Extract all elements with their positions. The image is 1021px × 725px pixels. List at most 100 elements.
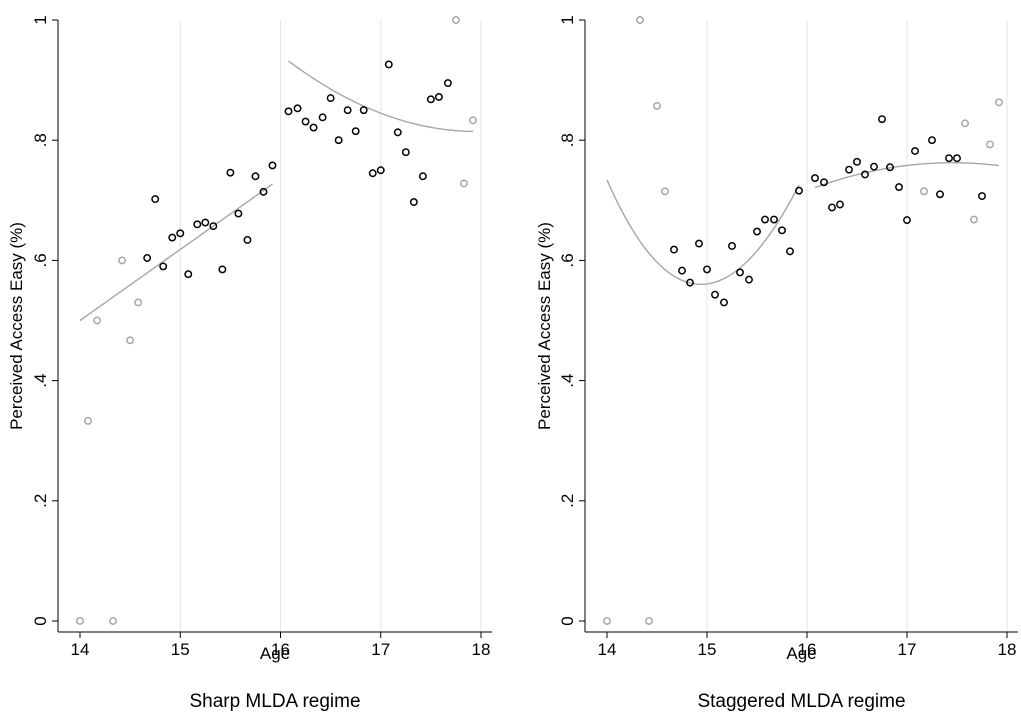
- data-point: [234, 209, 243, 218]
- x-tick-label: 15: [171, 640, 190, 659]
- data-point: [878, 115, 886, 124]
- data-point: [686, 278, 694, 287]
- x-tick-label: 16: [271, 640, 290, 659]
- x-tick-label: 16: [798, 640, 817, 659]
- y-tick-label: .6: [558, 253, 577, 267]
- data-point-outside: [995, 98, 1003, 107]
- x-tick-label: 14: [71, 640, 90, 659]
- x-tick-label: 17: [898, 640, 917, 659]
- data-point: [811, 174, 819, 183]
- data-point-outside: [84, 416, 92, 425]
- x-tick-label: 14: [598, 640, 617, 659]
- data-point: [761, 215, 769, 224]
- data-point: [243, 236, 252, 244]
- y-tick-label: .4: [558, 374, 577, 388]
- data-point-outside: [118, 256, 127, 265]
- data-point: [151, 195, 160, 204]
- data-point: [745, 275, 753, 284]
- data-point: [945, 154, 953, 163]
- data-point-outside: [636, 16, 644, 24]
- y-tick-label: 1: [31, 15, 50, 24]
- data-point: [393, 128, 402, 137]
- data-point: [870, 162, 878, 171]
- data-point: [720, 298, 728, 307]
- data-point: [318, 113, 327, 122]
- data-point: [376, 166, 385, 175]
- data-point: [384, 60, 393, 69]
- data-point: [443, 79, 452, 88]
- data-point: [795, 186, 803, 195]
- data-point: [836, 200, 844, 209]
- data-point: [326, 94, 335, 103]
- data-point-outside: [460, 179, 468, 188]
- data-point: [301, 117, 310, 126]
- data-point: [259, 187, 268, 196]
- data-point: [251, 172, 260, 181]
- panel-1: 0 .2 .4 .6 .8 1 14 15 16 17 18 Age Perceived Access …: [7, 15, 492, 712]
- x-tick-label: 18: [998, 640, 1017, 659]
- y-tick-label: 0: [31, 616, 50, 625]
- data-point: [218, 265, 227, 274]
- data-point: [309, 123, 318, 132]
- data-point: [143, 254, 152, 262]
- data-point: [293, 104, 302, 113]
- data-point: [209, 222, 218, 231]
- data-point-outside: [986, 140, 994, 149]
- data-point-outside: [920, 187, 928, 196]
- data-point-outside: [970, 215, 978, 224]
- data-point: [845, 165, 853, 174]
- panel-caption: Staggered MLDA regime: [697, 691, 905, 712]
- data-point: [670, 245, 678, 254]
- data-point: [711, 290, 719, 299]
- data-point-outside: [109, 617, 118, 625]
- data-point: [895, 183, 903, 192]
- y-tick-label: 1: [558, 15, 577, 24]
- data-point: [193, 220, 202, 229]
- data-point-outside: [661, 187, 669, 196]
- y-axis-title: Perceived Access Easy (%): [535, 222, 554, 430]
- data-point-outside: [451, 16, 460, 24]
- data-point: [753, 227, 761, 236]
- data-point-outside: [126, 336, 135, 345]
- data-point: [201, 218, 210, 227]
- x-tick-label: 15: [698, 640, 717, 659]
- data-point: [936, 190, 944, 199]
- x-axis-title: Age: [786, 644, 816, 663]
- y-tick-label: .8: [558, 133, 577, 147]
- data-point: [695, 239, 703, 248]
- data-point: [886, 163, 894, 172]
- data-point: [978, 192, 986, 201]
- y-axis-title: Perceived Access Easy (%): [7, 222, 26, 430]
- data-point: [770, 215, 778, 224]
- data-point: [928, 136, 936, 145]
- data-point-outside: [76, 617, 84, 625]
- data-point: [334, 136, 343, 145]
- data-point: [828, 203, 836, 212]
- data-point: [778, 226, 786, 235]
- data-point: [820, 178, 828, 187]
- data-point: [159, 262, 168, 271]
- data-point: [343, 106, 352, 115]
- data-point: [226, 168, 235, 177]
- fit-line: [288, 60, 473, 133]
- data-point: [176, 229, 185, 238]
- y-tick-label: .2: [558, 494, 577, 508]
- data-point: [728, 242, 736, 250]
- x-tick-label: 17: [371, 640, 390, 659]
- data-point-outside: [653, 101, 661, 110]
- data-point: [184, 270, 193, 279]
- data-point: [359, 106, 368, 115]
- data-point: [853, 157, 861, 166]
- panel-2: 0 .2 .4 .6 .8 1 14 15 16 17 18 Age Perceived Access …: [535, 15, 1018, 712]
- data-point: [903, 216, 911, 225]
- data-point: [268, 161, 277, 170]
- data-point: [953, 154, 961, 163]
- data-point: [861, 170, 869, 179]
- data-point: [786, 247, 794, 256]
- data-point: [409, 198, 418, 207]
- panel-caption: Sharp MLDA regime: [189, 691, 360, 712]
- data-point-outside: [469, 116, 477, 125]
- data-point: [434, 92, 443, 101]
- data-point: [703, 265, 711, 274]
